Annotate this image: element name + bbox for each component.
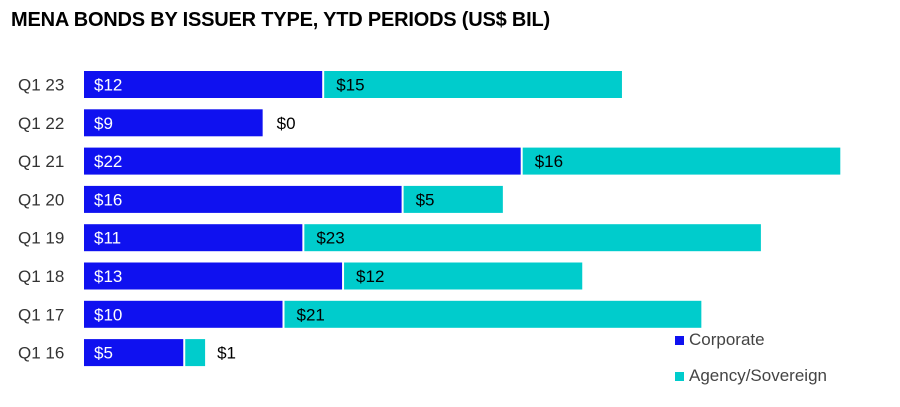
label-agency-sovereign-q1-17: $21	[297, 305, 325, 324]
bar-corporate-q1-16	[84, 339, 184, 367]
legend-item-corporate: Corporate	[675, 322, 827, 358]
label-agency-sovereign-q1-21: $16	[535, 152, 563, 171]
label-agency-sovereign-q1-22: $0	[277, 114, 296, 133]
category-label-q1-16: Q1 16	[18, 344, 64, 363]
legend-label-agency-sovereign: Agency/Sovereign	[689, 366, 827, 385]
label-corporate-q1-17: $10	[94, 305, 122, 324]
label-corporate-q1-22: $9	[94, 114, 113, 133]
label-corporate-q1-18: $13	[94, 267, 122, 286]
label-agency-sovereign-q1-19: $23	[316, 229, 344, 248]
bar-corporate-q1-23	[84, 71, 323, 98]
label-corporate-q1-19: $11	[94, 229, 121, 248]
label-corporate-q1-23: $12	[94, 76, 122, 95]
label-agency-sovereign-q1-23: $15	[336, 76, 364, 95]
bar-corporate-q1-21	[84, 147, 521, 175]
bar-agency-sovereign-q1-17	[284, 300, 702, 328]
bar-agency-sovereign-q1-23	[324, 71, 622, 98]
category-label-q1-17: Q1 17	[18, 305, 64, 324]
category-label-q1-23: Q1 23	[18, 76, 64, 95]
label-corporate-q1-21: $22	[94, 152, 122, 171]
category-label-q1-22: Q1 22	[18, 114, 64, 133]
category-label-q1-19: Q1 19	[18, 229, 64, 248]
label-corporate-q1-20: $16	[94, 190, 122, 209]
legend-item-agency-sovereign: Agency/Sovereign	[675, 358, 827, 394]
category-label-q1-18: Q1 18	[18, 267, 64, 286]
bar-corporate-q1-19	[84, 224, 303, 252]
legend: Corporate Agency/Sovereign	[675, 322, 827, 394]
chart-title: MENA BONDS BY ISSUER TYPE, YTD PERIODS (…	[11, 9, 551, 31]
bar-agency-sovereign-q1-18	[344, 262, 583, 290]
category-label-q1-21: Q1 21	[18, 152, 64, 171]
category-label-q1-20: Q1 20	[18, 190, 64, 209]
bar-agency-sovereign-q1-21	[522, 147, 841, 175]
bar-corporate-q1-20	[84, 185, 402, 213]
bar-corporate-q1-18	[84, 262, 343, 290]
legend-swatch-corporate	[675, 335, 684, 345]
label-corporate-q1-16: $5	[94, 344, 113, 363]
legend-label-corporate: Corporate	[689, 330, 765, 349]
bar-agency-sovereign-q1-16	[185, 339, 206, 367]
label-agency-sovereign-q1-16: $1	[217, 344, 236, 363]
bar-corporate-q1-17	[84, 300, 283, 328]
bar-corporate-q1-22	[84, 109, 263, 137]
legend-swatch-agency-sovereign	[675, 371, 684, 381]
bar-agency-sovereign-q1-20	[403, 185, 503, 213]
bar-agency-sovereign-q1-19	[304, 224, 761, 252]
label-agency-sovereign-q1-18: $12	[356, 267, 384, 286]
label-agency-sovereign-q1-20: $5	[416, 190, 435, 209]
